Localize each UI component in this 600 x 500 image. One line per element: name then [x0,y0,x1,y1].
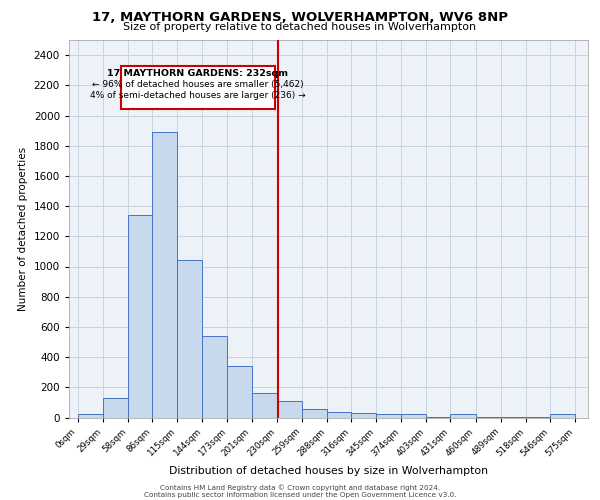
Text: 17, MAYTHORN GARDENS, WOLVERHAMPTON, WV6 8NP: 17, MAYTHORN GARDENS, WOLVERHAMPTON, WV6… [92,11,508,24]
Text: Contains HM Land Registry data © Crown copyright and database right 2024.: Contains HM Land Registry data © Crown c… [160,484,440,491]
Bar [103,398,128,417]
Text: 17 MAYTHORN GARDENS: 232sqm: 17 MAYTHORN GARDENS: 232sqm [107,68,289,78]
Bar [152,132,177,418]
Y-axis label: Number of detached properties: Number of detached properties [18,146,28,311]
Bar [426,416,451,418]
Bar [177,260,202,418]
Bar [251,392,277,417]
Text: ← 96% of detached houses are smaller (5,462): ← 96% of detached houses are smaller (5,… [92,80,304,89]
Text: Size of property relative to detached houses in Wolverhampton: Size of property relative to detached ho… [124,22,476,32]
Bar [526,416,550,418]
Bar [302,409,327,418]
Bar [351,414,376,418]
Bar [401,414,426,418]
Bar [500,416,526,418]
Bar [476,416,500,418]
Bar [376,414,401,418]
Text: Contains public sector information licensed under the Open Government Licence v3: Contains public sector information licen… [144,492,456,498]
Bar [550,414,575,418]
Bar [227,366,251,418]
Bar [128,215,152,418]
Bar [327,412,351,418]
Bar [77,414,103,418]
Bar [202,336,227,417]
Bar [451,414,476,418]
FancyBboxPatch shape [121,66,275,110]
Bar [277,401,302,417]
X-axis label: Distribution of detached houses by size in Wolverhampton: Distribution of detached houses by size … [169,466,488,476]
Text: 4% of semi-detached houses are larger (236) →: 4% of semi-detached houses are larger (2… [90,92,305,100]
